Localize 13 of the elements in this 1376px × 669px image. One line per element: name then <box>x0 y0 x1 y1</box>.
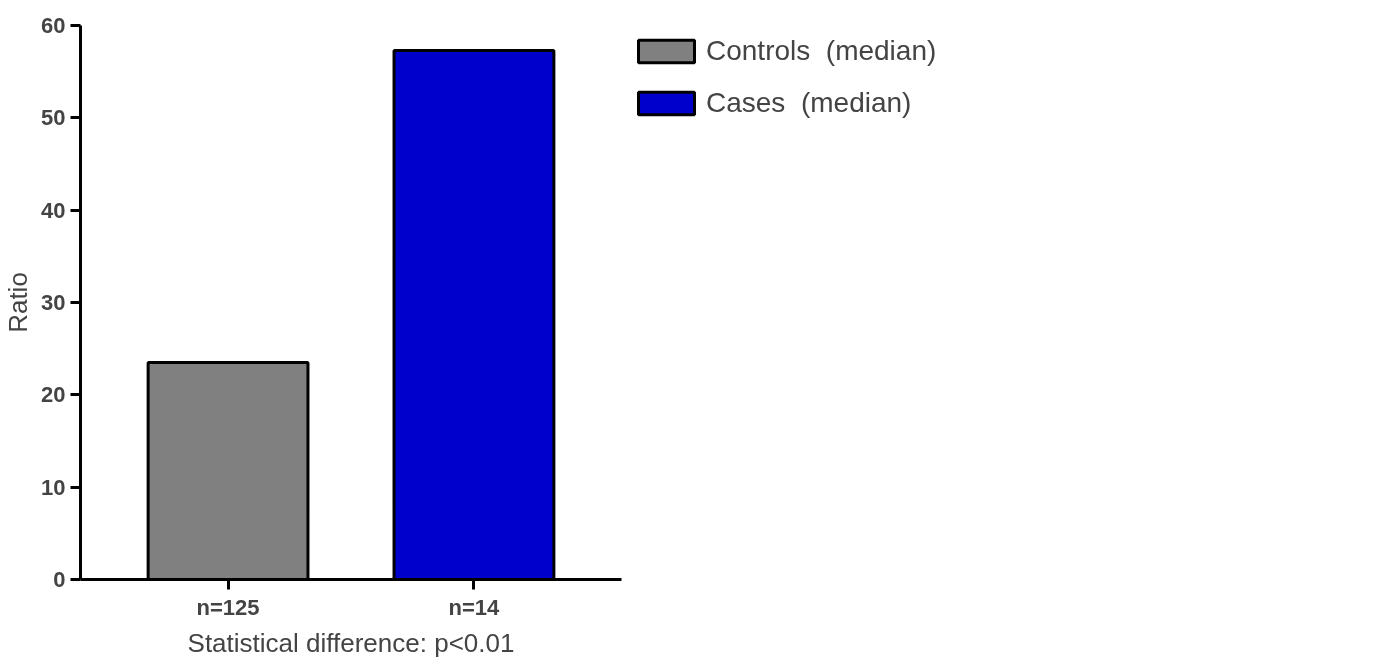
y-axis-title: Ratio <box>3 272 34 333</box>
y-tick-label: 20 <box>41 382 66 408</box>
y-tick-label: 60 <box>41 13 66 38</box>
x-tick-label: n=14 <box>448 594 501 620</box>
y-tick-label: 10 <box>41 474 66 500</box>
y-tick-label: 50 <box>41 105 66 131</box>
x-tick-label: n=125 <box>196 594 260 620</box>
legend-label: Cases (median) <box>706 87 912 119</box>
legend-label: Controls (median) <box>706 35 937 67</box>
y-tick-label: 40 <box>41 197 66 223</box>
y-tick-label: 0 <box>53 567 66 592</box>
y-tick-label: 30 <box>41 290 66 315</box>
x-axis-title: Statistical difference: p<0.01 <box>187 627 515 658</box>
